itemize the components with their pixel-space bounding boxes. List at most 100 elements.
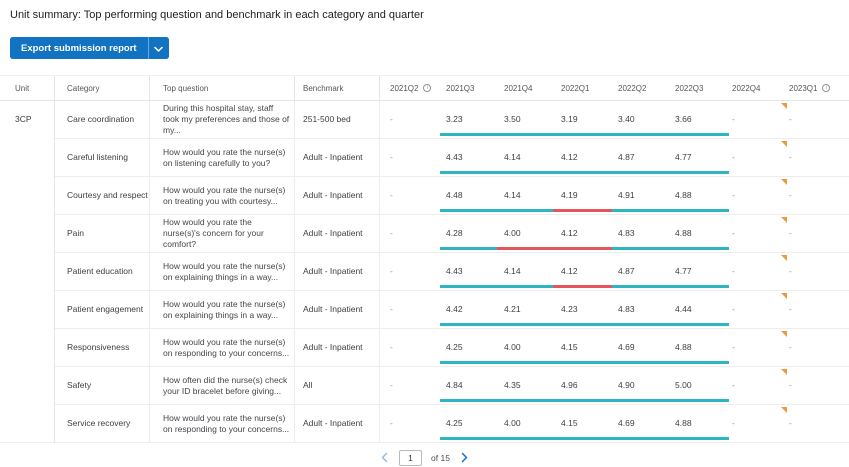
value-cell-2022Q4: - (732, 418, 735, 428)
page-number-input[interactable] (399, 450, 423, 466)
benchmark-cell: Adult - Inpatient (295, 139, 380, 176)
column-header-label: 2021Q4 (504, 83, 533, 93)
value-cell-2021Q4: 4.14 (504, 152, 521, 162)
column-header-label: 2021Q3 (446, 83, 475, 93)
value-cell-2023Q1: - (789, 114, 792, 124)
value-cell-2022Q3: 4.88 (675, 342, 692, 352)
column-header-label: 2022Q2 (618, 83, 647, 93)
benchmark-cell: Adult - Inpatient (295, 329, 380, 366)
value-cell-2021Q3: 3.23 (446, 114, 463, 124)
value-cell-2022Q2: 4.69 (618, 418, 635, 428)
column-header-label: Benchmark (303, 83, 344, 93)
category-cell: Safety (55, 367, 150, 404)
export-button[interactable]: Export submission report (10, 37, 148, 59)
value-cell-2021Q2: - (390, 152, 393, 162)
table-row: Patient education How would you rate the… (55, 253, 849, 291)
chevron-left-icon (380, 451, 390, 466)
value-cell-2021Q2: - (390, 418, 393, 428)
value-cell-2021Q4: 4.14 (504, 266, 521, 276)
value-cell-2022Q1: 4.96 (561, 380, 578, 390)
value-cell-2021Q3: 4.42 (446, 304, 463, 314)
significance-flag-icon (781, 407, 787, 413)
value-cell-2022Q4: - (732, 152, 735, 162)
value-cell-2022Q3: 4.88 (675, 418, 692, 428)
value-cell-2022Q1: 4.15 (561, 342, 578, 352)
significance-flag-icon (781, 331, 787, 337)
table-row: Care coordination During this hospital s… (55, 101, 849, 139)
column-header-benchmark: Benchmark (295, 76, 380, 100)
value-cell-2021Q2: - (390, 266, 393, 276)
value-cell-2021Q4: 4.00 (504, 342, 521, 352)
table-row: Responsiveness How would you rate the nu… (55, 329, 849, 367)
column-header-2022q3: 2022Q3 (665, 76, 722, 100)
column-header-unit: Unit (0, 76, 55, 100)
value-cell-2021Q4: 4.00 (504, 228, 521, 238)
value-cell-2022Q1: 4.15 (561, 418, 578, 428)
value-cell-2022Q1: 4.12 (561, 266, 578, 276)
info-icon[interactable]: i (423, 84, 432, 92)
value-cell-2022Q4: - (732, 304, 735, 314)
value-cell-2022Q1: 3.19 (561, 114, 578, 124)
value-cell-2023Q1: - (789, 380, 792, 390)
value-cell-2023Q1: - (789, 228, 792, 238)
column-header-2021q3: 2021Q3 (436, 76, 494, 100)
pagination-next-button[interactable] (459, 451, 469, 466)
top-question-cell: How would you rate the nurse(s) on expla… (150, 291, 295, 328)
value-cell-2022Q1: 4.12 (561, 228, 578, 238)
value-cell-2022Q2: 4.69 (618, 342, 635, 352)
value-cell-2021Q4: 4.35 (504, 380, 521, 390)
trend-bar (440, 285, 729, 288)
info-icon[interactable]: i (822, 84, 831, 92)
trend-bar (440, 399, 729, 402)
value-cell-2022Q1: 4.19 (561, 190, 578, 200)
significance-flag-icon (781, 255, 787, 261)
table-row: Service recovery How would you rate the … (55, 405, 849, 443)
category-cell: Service recovery (55, 405, 150, 442)
value-cell-2022Q1: 4.23 (561, 304, 578, 314)
significance-flag-icon (781, 103, 787, 109)
value-cell-2023Q1: - (789, 418, 792, 428)
significance-flag-icon (781, 141, 787, 147)
significance-flag-icon (781, 369, 787, 375)
value-cell-2023Q1: - (789, 152, 792, 162)
top-question-cell: How would you rate the nurse(s) on expla… (150, 253, 295, 290)
column-header-label: Top question (163, 83, 209, 93)
trend-bar (440, 437, 729, 440)
value-cell-2023Q1: - (789, 190, 792, 200)
top-question-cell: How would you rate the nurse(s) on respo… (150, 329, 295, 366)
column-header-label: Category (67, 83, 100, 93)
page-title: Unit summary: Top performing question an… (10, 9, 424, 21)
column-header-2021q4: 2021Q4 (494, 76, 551, 100)
column-header-2022q2: 2022Q2 (608, 76, 665, 100)
value-cell-2021Q3: 4.48 (446, 190, 463, 200)
value-cell-2022Q3: 4.77 (675, 266, 692, 276)
benchmark-cell: Adult - Inpatient (295, 177, 380, 214)
top-question-cell: How would you rate the nurse(s) on liste… (150, 139, 295, 176)
pagination-prev-button[interactable] (380, 451, 390, 466)
value-cell-2023Q1: - (789, 266, 792, 276)
benchmark-cell: Adult - Inpatient (295, 405, 380, 442)
category-cell: Careful listening (55, 139, 150, 176)
value-cell-2021Q4: 4.14 (504, 190, 521, 200)
unit-cell: 3CP (0, 101, 55, 443)
table-row: Careful listening How would you rate the… (55, 139, 849, 177)
value-cell-2022Q4: - (732, 228, 735, 238)
value-cell-2022Q4: - (732, 190, 735, 200)
value-cell-2022Q2: 4.91 (618, 190, 635, 200)
value-cell-2021Q3: 4.43 (446, 152, 463, 162)
value-cell-2021Q4: 3.50 (504, 114, 521, 124)
value-cell-2021Q3: 4.25 (446, 418, 463, 428)
significance-flag-icon (781, 179, 787, 185)
table-row: Safety How often did the nurse(s) check … (55, 367, 849, 405)
category-cell: Courtesy and respect (55, 177, 150, 214)
category-cell: Patient education (55, 253, 150, 290)
value-cell-2022Q4: - (732, 342, 735, 352)
value-cell-2022Q3: 5.00 (675, 380, 692, 390)
column-header-label: 2021Q2 (390, 83, 419, 93)
value-cell-2022Q1: 4.12 (561, 152, 578, 162)
value-cell-2022Q2: 4.87 (618, 152, 635, 162)
trend-bar (440, 361, 729, 364)
top-question-cell: How would you rate the nurse(s)'s concer… (150, 215, 295, 252)
export-dropdown-toggle[interactable] (147, 37, 169, 59)
value-cell-2021Q3: 4.28 (446, 228, 463, 238)
